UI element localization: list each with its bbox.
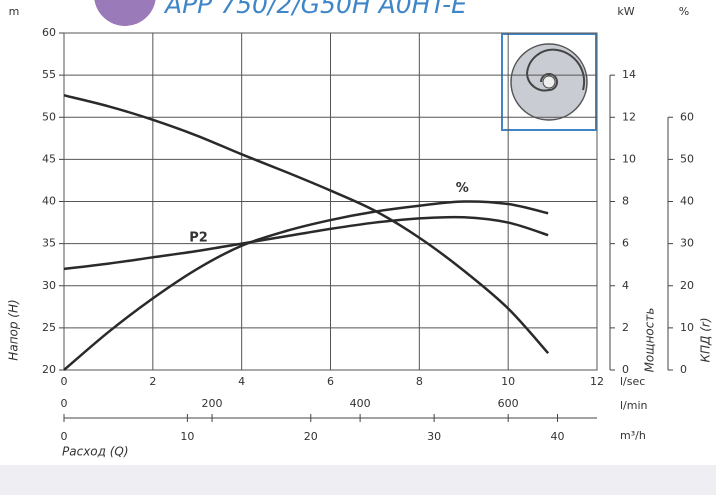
- y-tick-label: 45: [42, 152, 56, 165]
- y-tick-label: 55: [42, 68, 56, 81]
- x-unit: l/min: [620, 399, 648, 412]
- x-tick-label: 600: [498, 397, 519, 410]
- x-tick-label: 10: [180, 430, 194, 443]
- y-tick-label: 60: [680, 110, 694, 123]
- y-tick-label: 0: [680, 363, 687, 376]
- x-unit: m³/h: [620, 429, 646, 442]
- x-tick-label: 40: [551, 430, 565, 443]
- curve: [63, 94, 550, 354]
- x-tick-label: 4: [238, 375, 245, 388]
- impeller-icon: [501, 33, 597, 131]
- x-tick-label: 0: [61, 430, 68, 443]
- footer-band: [0, 465, 716, 495]
- x-tick-label: 20: [304, 430, 318, 443]
- y-tick-label: 50: [680, 152, 694, 165]
- curve: [63, 200, 549, 371]
- x-tick-label: 12: [590, 375, 604, 388]
- chart-title: APP 750/2/G50H A0HT-E: [163, 0, 467, 19]
- y-tick-label: 25: [42, 321, 56, 334]
- y2-unit: kW: [617, 5, 634, 18]
- curve: [63, 215, 549, 271]
- y-title: Напор (H): [7, 299, 21, 360]
- y-tick-label: 10: [622, 152, 636, 165]
- x-tick-label: 0: [61, 375, 68, 388]
- x-tick-label: 8: [416, 375, 423, 388]
- y-tick-label: 20: [42, 363, 56, 376]
- y-tick-label: 0: [622, 363, 629, 376]
- curve-label: P2: [189, 230, 208, 245]
- y2-title: Мощность: [643, 308, 657, 373]
- y-tick-label: 50: [42, 110, 56, 123]
- brand-badge: [94, 0, 156, 26]
- x-tick-label: 400: [350, 397, 371, 410]
- x-unit: l/sec: [620, 375, 645, 388]
- y-tick-label: 4: [622, 279, 629, 292]
- x-tick-label: 6: [327, 375, 334, 388]
- x-tick-label: 30: [427, 430, 441, 443]
- y-tick-label: 6: [622, 237, 629, 250]
- y-tick-label: 2: [622, 321, 629, 334]
- x-title: Расход (Q): [62, 445, 129, 459]
- x-tick-label: 0: [61, 397, 68, 410]
- y-tick-label: 40: [680, 195, 694, 208]
- y-tick-label: 12: [622, 110, 636, 123]
- curve-label: %: [456, 181, 469, 196]
- y-tick-label: 20: [680, 279, 694, 292]
- y-tick-label: 35: [42, 237, 56, 250]
- y-tick-label: 40: [42, 195, 56, 208]
- y-tick-label: 8: [622, 195, 629, 208]
- y-tick-label: 30: [680, 237, 694, 250]
- y-tick-label: 14: [622, 68, 636, 81]
- y-tick-label: 30: [42, 279, 56, 292]
- y-unit: m: [9, 5, 20, 18]
- x-tick-label: 200: [202, 397, 223, 410]
- y3-unit: %: [679, 5, 689, 18]
- y3-title: КПД (r): [699, 317, 713, 362]
- y-tick-label: 10: [680, 321, 694, 334]
- x-tick-label: 10: [501, 375, 515, 388]
- x-tick-label: 2: [149, 375, 156, 388]
- y-tick-label: 60: [42, 26, 56, 39]
